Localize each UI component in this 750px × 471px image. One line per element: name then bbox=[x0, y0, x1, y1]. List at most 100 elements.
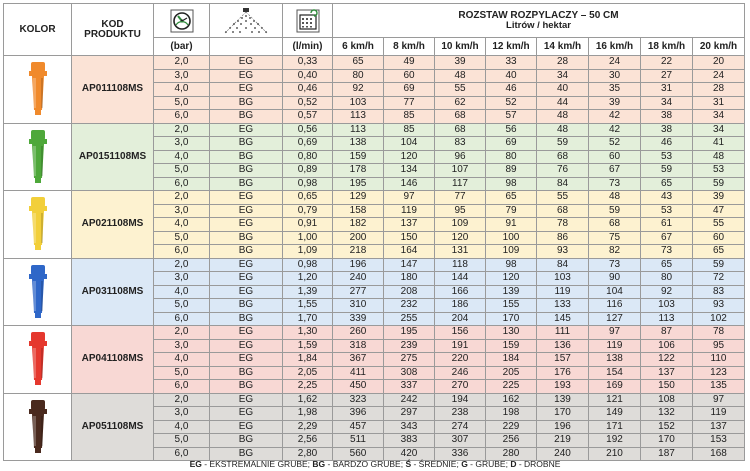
rate-value: 96 bbox=[434, 149, 486, 164]
droplet-size: EG bbox=[209, 122, 283, 137]
rate-value: 308 bbox=[383, 365, 435, 380]
legend-key: G bbox=[461, 459, 468, 469]
flow-value: 1,59 bbox=[282, 338, 333, 353]
rate-value: 232 bbox=[383, 298, 435, 313]
table-row: 3,0 EG 0,79 158 119 95 79 68 59 53 47 bbox=[4, 203, 745, 218]
rate-value: 38 bbox=[640, 109, 693, 124]
rate-value: 100 bbox=[485, 230, 537, 245]
table-row: 3,0 EG 1,20 240 180 144 120 103 90 80 72 bbox=[4, 271, 745, 286]
table-row: AP0151108MS 2,0 EG 0,56 113 85 68 56 48 42 38 34 bbox=[3, 122, 745, 191]
rate-value: 103 bbox=[332, 95, 384, 110]
rate-value: 195 bbox=[383, 325, 435, 340]
rate-value: 80 bbox=[332, 68, 384, 83]
rate-value: 28 bbox=[692, 82, 745, 97]
rate-value: 83 bbox=[692, 284, 745, 299]
rate-value: 336 bbox=[434, 446, 486, 461]
product-code: AP041108MS bbox=[71, 325, 154, 394]
rate-value: 110 bbox=[692, 352, 745, 367]
rate-value: 95 bbox=[692, 338, 745, 353]
rate-value: 98 bbox=[485, 176, 537, 191]
flow-value: 1,30 bbox=[282, 325, 333, 340]
kod-label: KOD bbox=[101, 18, 124, 30]
flow-value: 0,57 bbox=[282, 109, 333, 124]
rate-value: 242 bbox=[383, 392, 435, 407]
rate-value: 53 bbox=[640, 149, 693, 164]
rate-value: 61 bbox=[640, 217, 693, 232]
rate-value: 55 bbox=[692, 217, 745, 232]
flow-value: 1,39 bbox=[282, 284, 333, 299]
rate-value: 117 bbox=[434, 176, 486, 191]
rate-value: 24 bbox=[588, 55, 641, 70]
table-row: 4,0 EG 2,29 457 343 274 229 196 171 152 137 bbox=[4, 419, 745, 434]
nozzle-color-cell bbox=[3, 55, 72, 124]
speed-header: 20 km/h bbox=[692, 37, 745, 56]
rate-value: 55 bbox=[536, 190, 589, 205]
rate-value: 59 bbox=[588, 203, 641, 218]
rate-value: 47 bbox=[692, 203, 745, 218]
rate-value: 77 bbox=[434, 190, 486, 205]
rate-value: 68 bbox=[434, 109, 486, 124]
nozzle-color-cell bbox=[3, 325, 72, 394]
table-row: 4,0 EG 1,39 277 208 166 139 119 104 92 83 bbox=[4, 284, 745, 299]
droplet-size: EG bbox=[209, 190, 283, 205]
rate-value: 323 bbox=[332, 392, 384, 407]
flow-value: 1,55 bbox=[282, 298, 333, 313]
pressure-value: 4,0 bbox=[153, 419, 210, 434]
pressure-value: 6,0 bbox=[153, 446, 210, 461]
nozzle-color-cell bbox=[3, 257, 72, 326]
nozzle-icon bbox=[28, 264, 47, 318]
rate-value: 168 bbox=[692, 446, 745, 461]
table-row: 6,0 BG 2,80 560 420 336 280 240 210 187 168 bbox=[4, 446, 745, 461]
flow-value: 1,62 bbox=[282, 392, 333, 407]
rate-value: 511 bbox=[332, 433, 384, 448]
rate-value: 78 bbox=[536, 217, 589, 232]
nozzle-icon bbox=[28, 399, 47, 453]
rate-value: 102 bbox=[692, 311, 745, 326]
rate-value: 184 bbox=[485, 352, 537, 367]
rate-value: 180 bbox=[383, 271, 435, 286]
rate-value: 60 bbox=[383, 68, 435, 83]
table-row: AP011108MS 2,0 EG 0,33 65 49 39 33 28 24 22 20 bbox=[3, 55, 745, 124]
product-code: AP011108MS bbox=[71, 55, 154, 124]
rate-value: 42 bbox=[588, 109, 641, 124]
pressure-value: 3,0 bbox=[153, 203, 210, 218]
droplet-size: EG bbox=[209, 217, 283, 232]
flow-value: 1,09 bbox=[282, 244, 333, 259]
flow-value: 1,70 bbox=[282, 311, 333, 326]
rate-value: 39 bbox=[692, 190, 745, 205]
pressure-value: 4,0 bbox=[153, 217, 210, 232]
table-row: 4,0 BG 0,80 159 120 96 80 68 60 53 48 bbox=[4, 149, 745, 164]
flow-value: 0,98 bbox=[282, 257, 333, 272]
droplet-size: BG bbox=[209, 244, 283, 259]
pressure-value: 4,0 bbox=[153, 149, 210, 164]
pressure-value: 5,0 bbox=[153, 298, 210, 313]
rate-value: 218 bbox=[332, 244, 384, 259]
rate-value: 73 bbox=[640, 244, 693, 259]
droplet-size: EG bbox=[209, 352, 283, 367]
flow-meter-icon bbox=[296, 8, 319, 32]
table-row: 6,0 BG 0,98 195 146 117 98 84 73 65 59 bbox=[4, 176, 745, 191]
rate-value: 396 bbox=[332, 406, 384, 421]
product-code: AP031108MS bbox=[71, 257, 154, 326]
rate-value: 92 bbox=[640, 284, 693, 299]
rate-value: 108 bbox=[640, 392, 693, 407]
table-row: 5,0 BG 1,00 200 150 120 100 86 75 67 60 bbox=[4, 230, 745, 245]
rate-value: 120 bbox=[485, 271, 537, 286]
rate-value: 59 bbox=[536, 136, 589, 151]
rozstaw-title: ROZSTAW ROZPYLACZY – 50 CM bbox=[458, 9, 619, 21]
rate-value: 53 bbox=[640, 203, 693, 218]
rate-value: 192 bbox=[588, 433, 641, 448]
rate-value: 158 bbox=[332, 203, 384, 218]
speed-header: 10 km/h bbox=[434, 37, 486, 56]
rate-value: 176 bbox=[536, 365, 589, 380]
flow-value: 0,65 bbox=[282, 190, 333, 205]
speed-header: 16 km/h bbox=[588, 37, 641, 56]
flow-value: 0,79 bbox=[282, 203, 333, 218]
droplet-size: EG bbox=[209, 68, 283, 83]
rate-value: 68 bbox=[536, 149, 589, 164]
pressure-value: 2,0 bbox=[153, 122, 210, 137]
rate-value: 123 bbox=[692, 365, 745, 380]
droplet-size: BG bbox=[209, 109, 283, 124]
rate-value: 84 bbox=[536, 257, 589, 272]
legend-text: - DROBNE bbox=[516, 459, 561, 469]
